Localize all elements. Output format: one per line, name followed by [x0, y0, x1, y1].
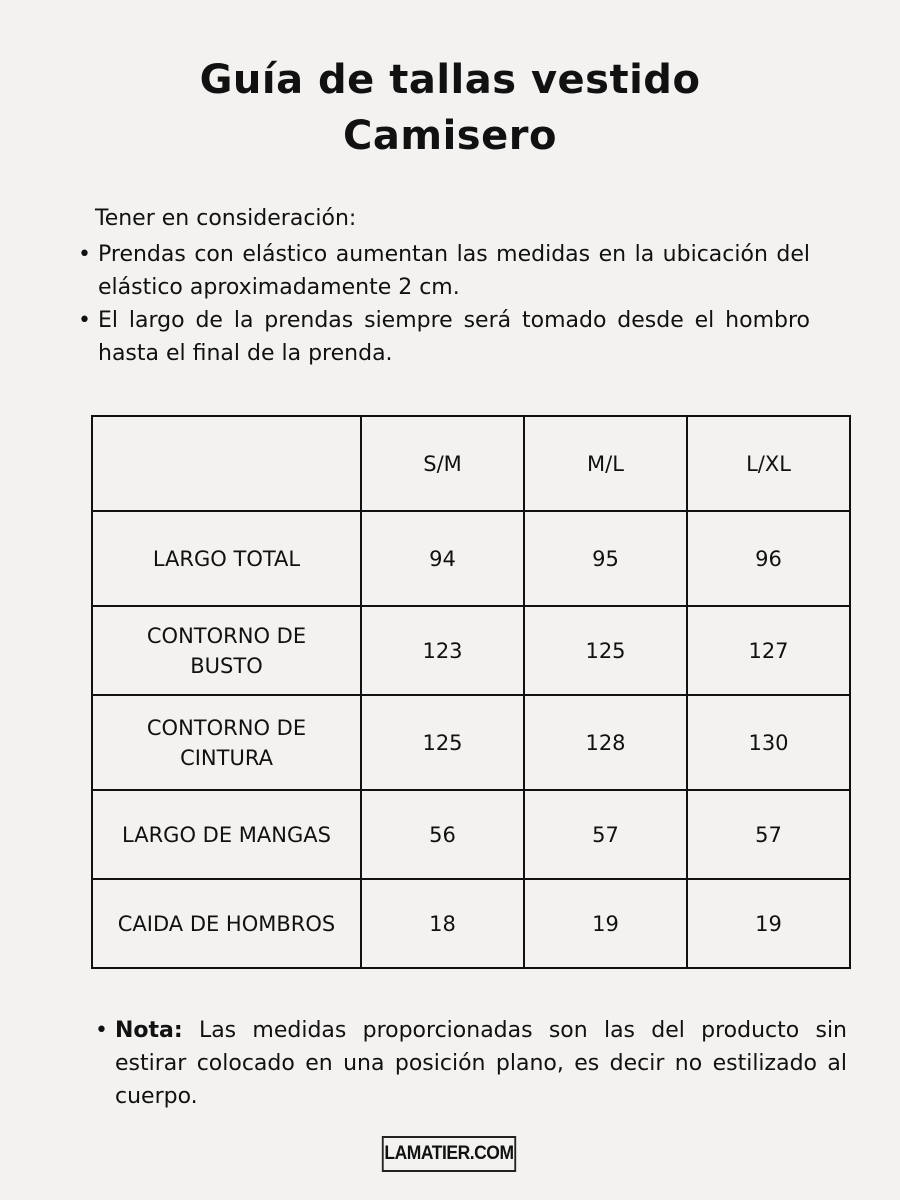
table-row: LARGO DE MANGAS 56 57 57 — [91, 789, 851, 880]
table-header-row: S/M M/L L/XL — [91, 415, 851, 512]
header-cell: L/XL — [686, 415, 851, 512]
brand-logo: LAMATIER.COM — [381, 1136, 517, 1172]
cell: 19 — [523, 878, 688, 969]
cell: 95 — [523, 510, 688, 607]
table-row: LARGO TOTAL 94 95 96 — [91, 510, 851, 607]
nota-label: Nota: — [115, 1018, 183, 1043]
cell: 127 — [686, 605, 851, 696]
page-title: Guía de tallas vestido Camisero — [0, 52, 900, 164]
nota-text: Las medidas proporcionadas son las del p… — [115, 1018, 847, 1109]
cell: 56 — [360, 789, 525, 880]
cell: 19 — [686, 878, 851, 969]
intro-text: Tener en consideración: — [95, 206, 357, 231]
header-cell: M/L — [523, 415, 688, 512]
row-label: LARGO DE MANGAS — [91, 789, 362, 880]
title-line-1: Guía de tallas vestido — [199, 57, 701, 103]
note-item: El largo de la prendas siempre será toma… — [78, 304, 810, 370]
nota-paragraph: Nota: Las medidas proporcionadas son las… — [95, 1014, 847, 1113]
header-cell: S/M — [360, 415, 525, 512]
cell: 125 — [360, 694, 525, 791]
table-row: CONTORNO DE CINTURA 125 128 130 — [91, 694, 851, 791]
header-cell — [91, 415, 362, 512]
notes-list: Prendas con elástico aumentan las medida… — [78, 238, 810, 370]
cell: 123 — [360, 605, 525, 696]
cell: 18 — [360, 878, 525, 969]
cell: 125 — [523, 605, 688, 696]
cell: 96 — [686, 510, 851, 607]
table-row: CONTORNO DE BUSTO 123 125 127 — [91, 605, 851, 696]
cell: 94 — [360, 510, 525, 607]
title-line-2: Camisero — [343, 113, 557, 159]
cell: 57 — [523, 789, 688, 880]
note-item: Prendas con elástico aumentan las medida… — [78, 238, 810, 304]
cell: 130 — [686, 694, 851, 791]
row-label: CONTORNO DE CINTURA — [91, 694, 362, 791]
table-row: CAIDA DE HOMBROS 18 19 19 — [91, 878, 851, 969]
size-table: S/M M/L L/XL LARGO TOTAL 94 95 96 CONTOR… — [91, 415, 851, 969]
cell: 57 — [686, 789, 851, 880]
row-label: CAIDA DE HOMBROS — [91, 878, 362, 969]
row-label: LARGO TOTAL — [91, 510, 362, 607]
row-label: CONTORNO DE BUSTO — [91, 605, 362, 696]
cell: 128 — [523, 694, 688, 791]
